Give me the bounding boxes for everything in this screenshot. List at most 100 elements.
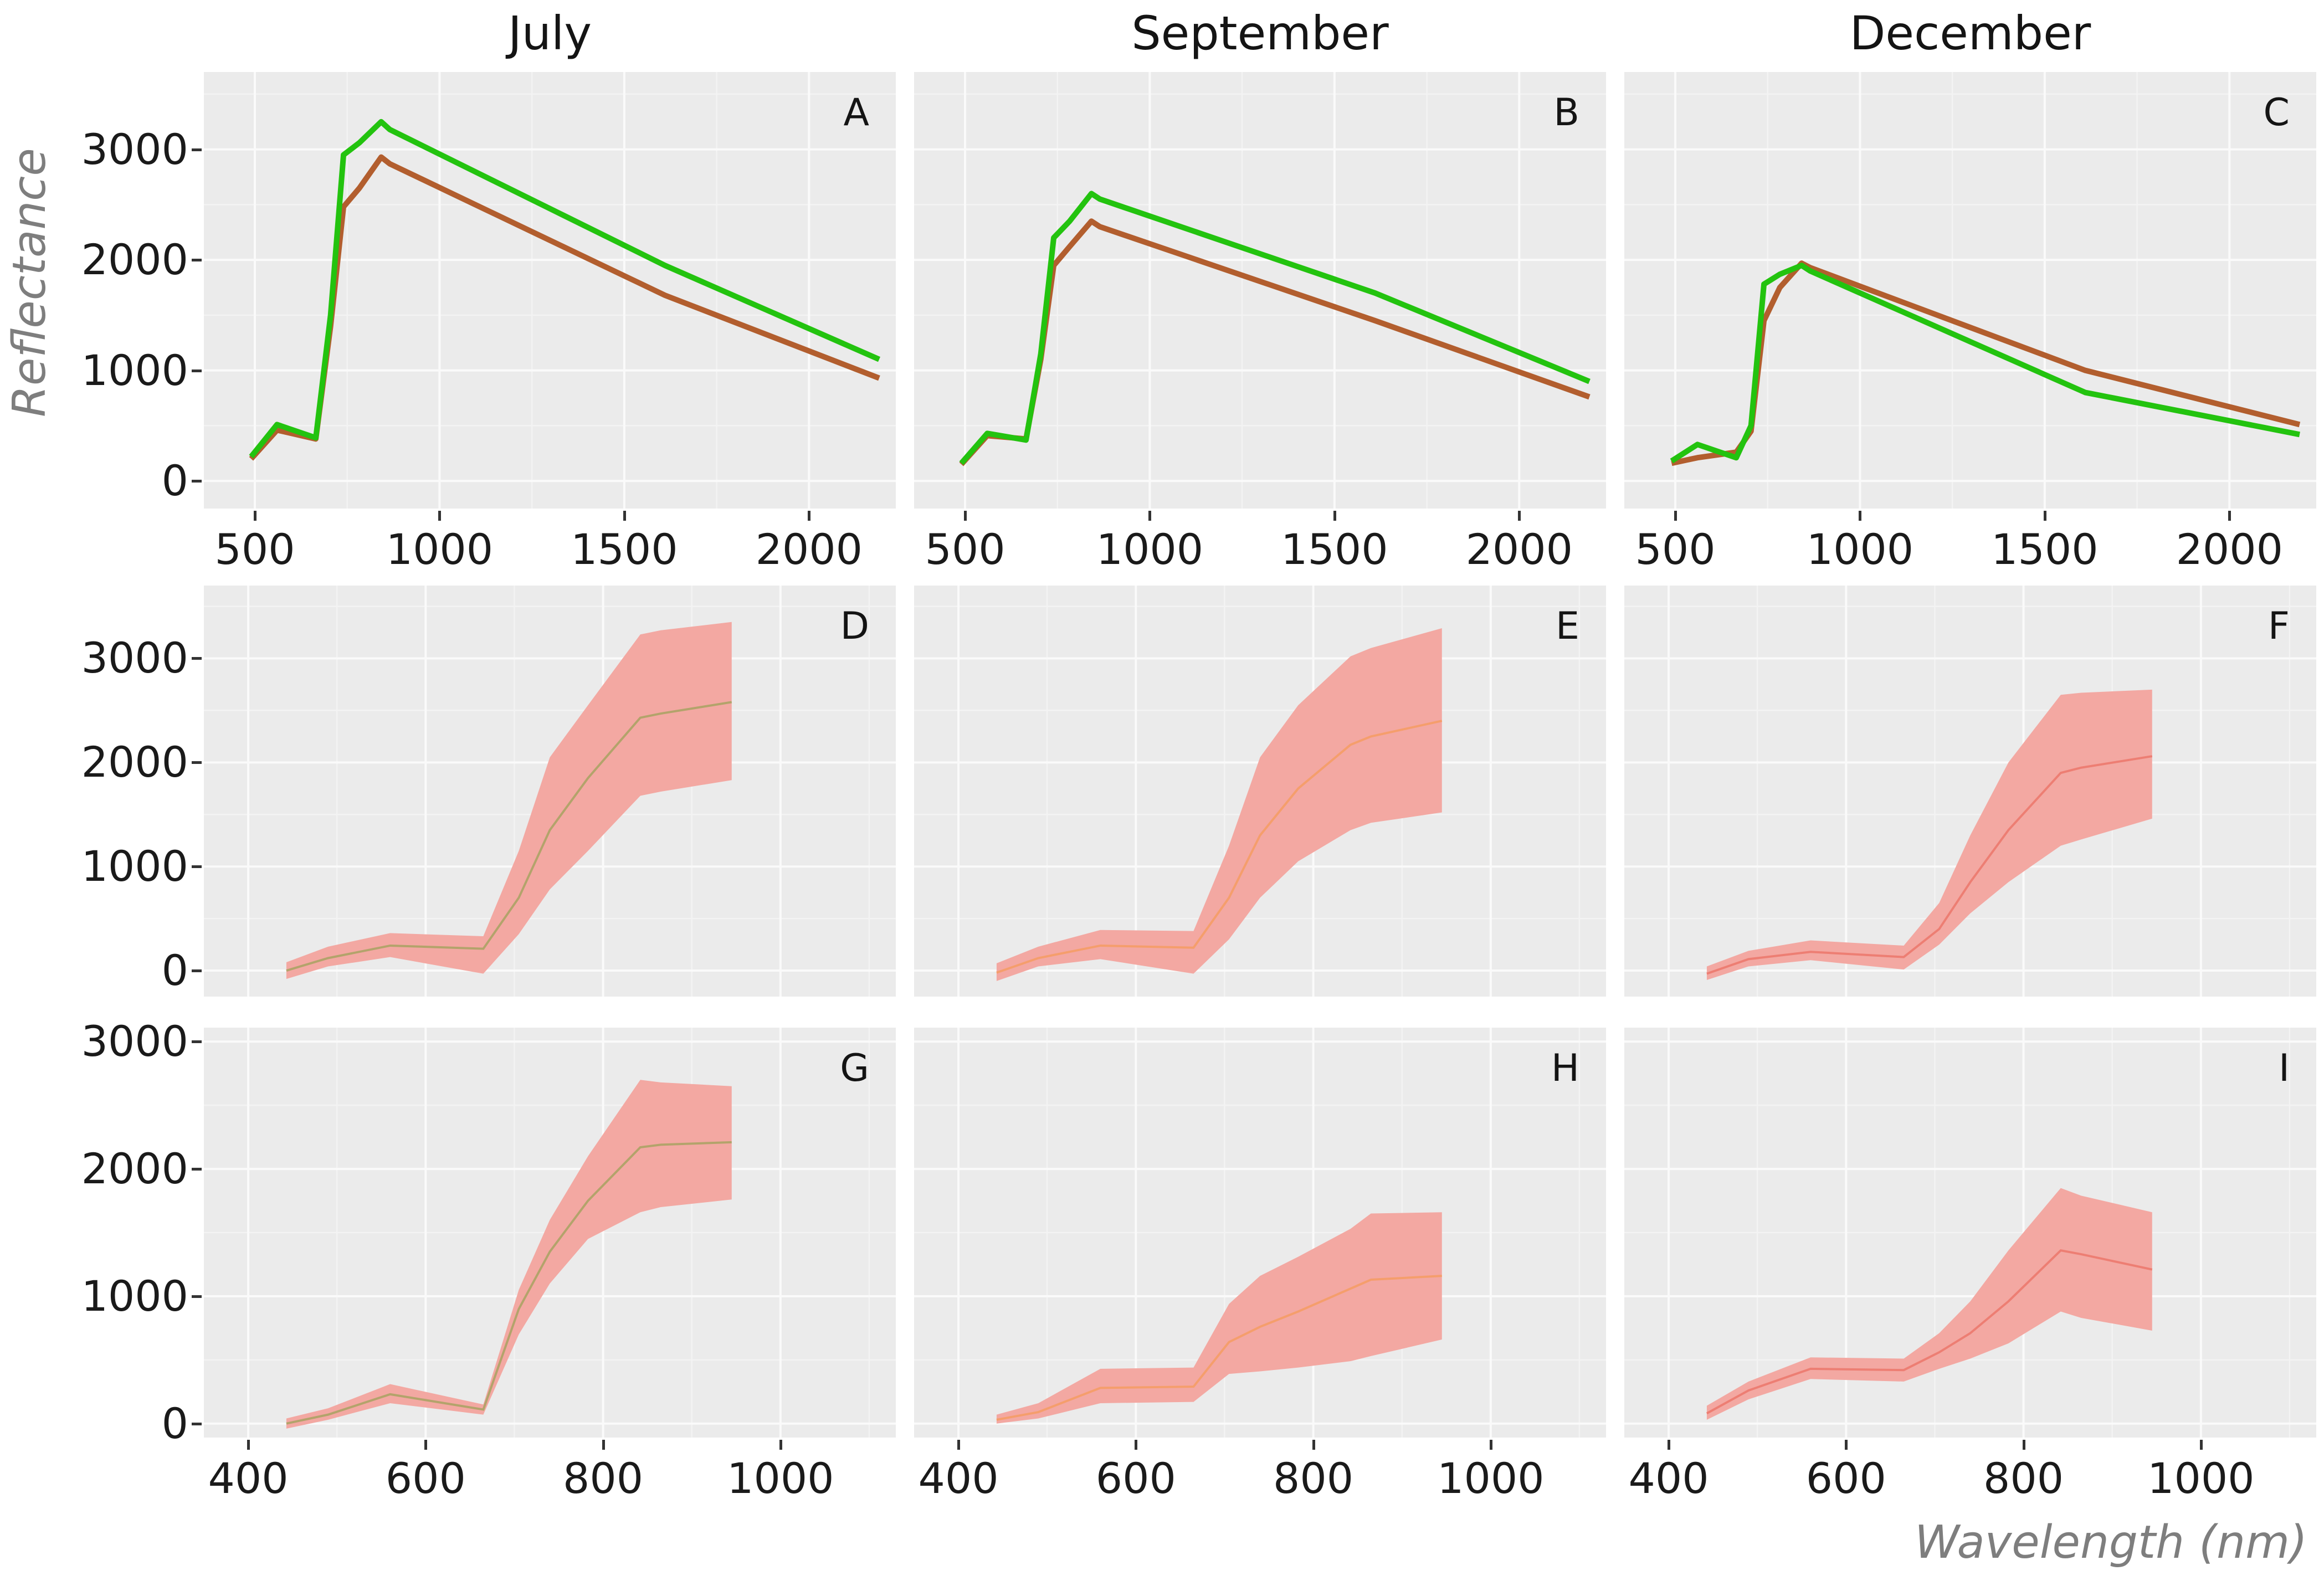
panel-E: E bbox=[914, 586, 1606, 997]
x-tick-label: 600 bbox=[385, 1454, 466, 1503]
x-tick-label: 400 bbox=[208, 1454, 289, 1503]
y-tick-mark bbox=[192, 259, 202, 262]
x-tick-mark bbox=[1674, 511, 1677, 521]
reflectance-ribbon bbox=[286, 622, 732, 979]
panel-letter-D: D bbox=[840, 604, 869, 648]
y-tick-mark bbox=[192, 1040, 202, 1044]
x-tick-label: 400 bbox=[918, 1454, 999, 1503]
reflectance-ribbon bbox=[286, 1080, 732, 1429]
panel-F: F bbox=[1624, 586, 2316, 997]
x-tick-mark bbox=[2043, 511, 2046, 521]
y-tick-mark bbox=[192, 761, 202, 764]
panel-B: B bbox=[914, 72, 1606, 509]
y-tick-label: 3000 bbox=[81, 124, 188, 174]
y-tick-mark bbox=[192, 480, 202, 483]
y-tick-mark bbox=[192, 1168, 202, 1171]
x-axis-title: Wavelength (nm) bbox=[1914, 1516, 2307, 1569]
facet-title-september: September bbox=[1131, 6, 1389, 60]
x-tick-mark bbox=[2199, 1440, 2203, 1450]
reflectance-ribbon bbox=[996, 628, 1442, 981]
x-tick-label: 800 bbox=[563, 1454, 644, 1503]
y-tick-mark bbox=[192, 1295, 202, 1298]
reflectance-ribbon bbox=[1706, 1188, 2152, 1420]
x-tick-mark bbox=[602, 1440, 605, 1450]
y-tick-mark bbox=[192, 1422, 202, 1425]
x-tick-mark bbox=[247, 1440, 250, 1450]
y-tick-mark bbox=[192, 657, 202, 660]
x-tick-mark bbox=[1518, 511, 1521, 521]
mean-reflectance-line bbox=[286, 1141, 732, 1425]
mean-reflectance-line bbox=[996, 1275, 1442, 1421]
y-tick-mark bbox=[192, 865, 202, 869]
green-vegetation-line bbox=[249, 119, 880, 459]
panel-C: C bbox=[1624, 72, 2316, 509]
green-vegetation-line bbox=[959, 191, 1591, 465]
x-tick-mark bbox=[424, 1440, 428, 1450]
y-tick-label: 1000 bbox=[81, 345, 188, 395]
x-tick-mark bbox=[779, 1440, 782, 1450]
facet-title-july: July bbox=[507, 6, 592, 60]
panel-letter-F: F bbox=[2267, 604, 2290, 648]
x-tick-mark bbox=[1148, 511, 1152, 521]
panel-letter-C: C bbox=[2263, 91, 2290, 135]
x-tick-mark bbox=[1668, 1440, 1671, 1450]
x-tick-mark bbox=[1333, 511, 1336, 521]
reflectance-ribbon bbox=[1706, 689, 2152, 980]
x-tick-mark bbox=[254, 511, 257, 521]
x-tick-label: 1000 bbox=[1437, 1454, 1545, 1503]
panel-G: G bbox=[204, 1028, 896, 1438]
x-tick-label: 2000 bbox=[755, 525, 863, 574]
y-tick-label: 1000 bbox=[81, 1271, 188, 1321]
panel-H: H bbox=[914, 1028, 1606, 1438]
x-tick-mark bbox=[808, 511, 811, 521]
panel-C-plot bbox=[1624, 72, 2316, 509]
panel-A: A bbox=[204, 72, 896, 509]
y-tick-mark bbox=[192, 148, 202, 151]
brown-vegetation-line bbox=[1671, 260, 2301, 466]
panel-E-plot bbox=[914, 586, 1606, 997]
x-tick-label: 800 bbox=[1983, 1454, 2064, 1503]
green-vegetation-line bbox=[1670, 263, 2300, 464]
panel-A-plot bbox=[204, 72, 896, 509]
x-tick-label: 400 bbox=[1628, 1454, 1709, 1503]
x-tick-mark bbox=[623, 511, 626, 521]
y-tick-mark bbox=[192, 969, 202, 973]
x-tick-mark bbox=[2022, 1440, 2025, 1450]
brown-vegetation-line bbox=[249, 154, 880, 461]
facet-title-december: December bbox=[1849, 6, 2091, 60]
panel-letter-I: I bbox=[2278, 1046, 2290, 1090]
y-tick-label: 2000 bbox=[81, 235, 188, 285]
mean-reflectance-line bbox=[286, 701, 732, 972]
x-tick-mark bbox=[1135, 1440, 1138, 1450]
x-tick-label: 1000 bbox=[1806, 525, 1914, 574]
panel-D-plot bbox=[204, 586, 896, 997]
x-tick-mark bbox=[957, 1440, 961, 1450]
x-tick-mark bbox=[964, 511, 967, 521]
x-tick-label: 1500 bbox=[571, 525, 678, 574]
panel-H-plot bbox=[914, 1028, 1606, 1438]
x-tick-mark bbox=[1845, 1440, 1848, 1450]
x-tick-label: 500 bbox=[925, 525, 1005, 574]
y-tick-label: 3000 bbox=[81, 1017, 188, 1066]
reflectance-ribbon bbox=[996, 1212, 1442, 1424]
x-tick-label: 1000 bbox=[386, 525, 494, 574]
x-tick-mark bbox=[1859, 511, 1862, 521]
x-tick-label: 1500 bbox=[1991, 525, 2099, 574]
x-tick-label: 500 bbox=[1635, 525, 1716, 574]
y-tick-label: 2000 bbox=[81, 1144, 188, 1194]
x-tick-label: 600 bbox=[1095, 1454, 1176, 1503]
x-tick-mark bbox=[438, 511, 442, 521]
y-tick-label: 3000 bbox=[81, 633, 188, 683]
x-tick-mark bbox=[1312, 1440, 1315, 1450]
y-tick-mark bbox=[192, 369, 202, 372]
x-tick-mark bbox=[2228, 511, 2231, 521]
y-tick-label: 0 bbox=[161, 456, 188, 506]
mean-reflectance-line bbox=[1706, 1249, 2153, 1415]
panel-G-plot bbox=[204, 1028, 896, 1438]
panel-F-plot bbox=[1624, 586, 2316, 997]
mean-reflectance-line bbox=[1706, 755, 2153, 975]
x-tick-label: 1500 bbox=[1281, 525, 1388, 574]
panel-I: I bbox=[1624, 1028, 2316, 1438]
y-tick-label: 2000 bbox=[81, 737, 188, 787]
